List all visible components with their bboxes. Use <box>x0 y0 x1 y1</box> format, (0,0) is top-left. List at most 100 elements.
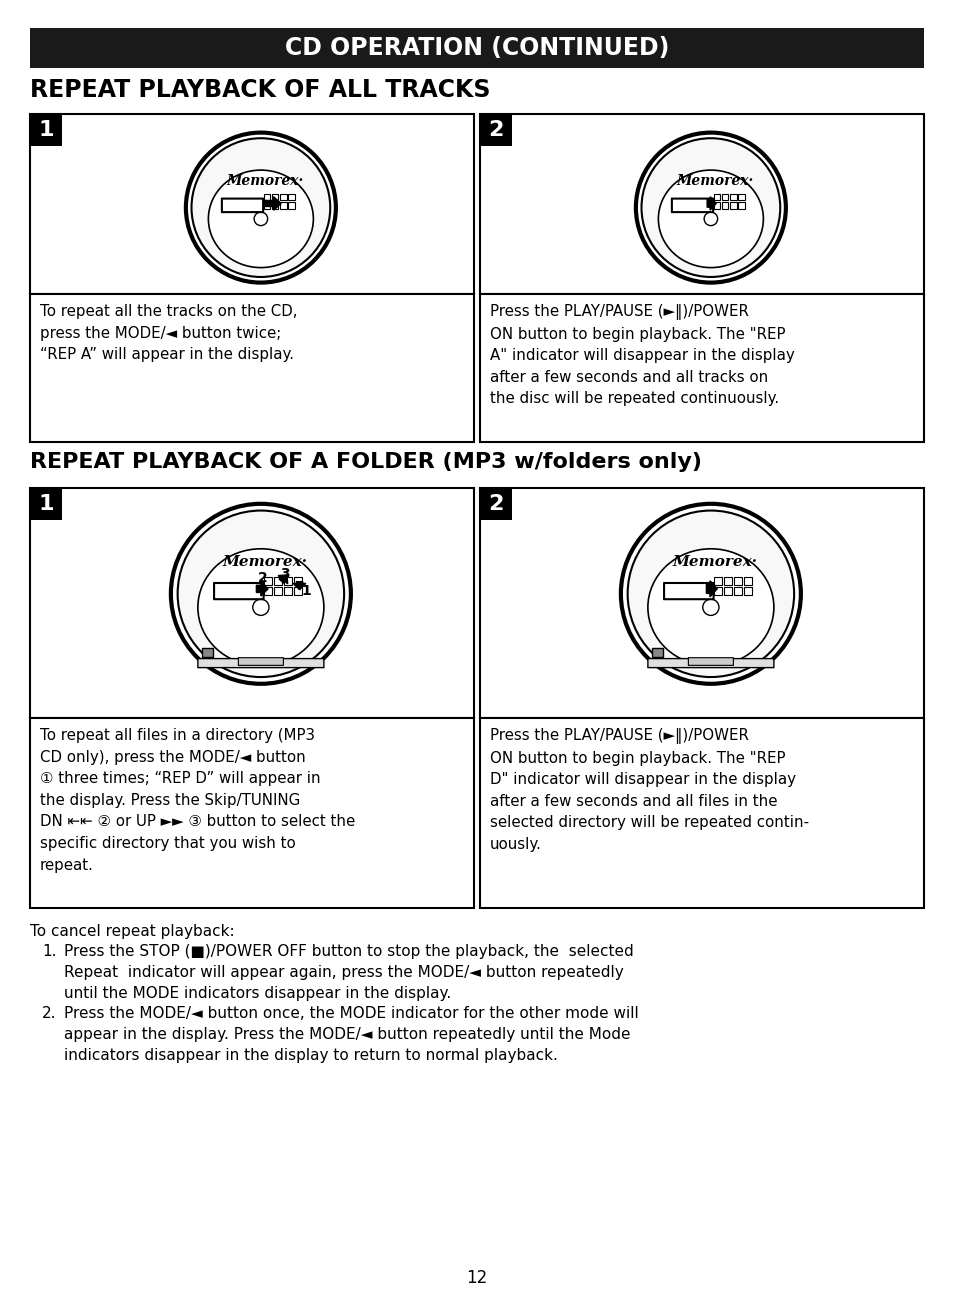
Bar <box>721 194 727 200</box>
Bar <box>479 114 512 146</box>
Bar <box>294 587 301 595</box>
Text: 2: 2 <box>488 495 503 514</box>
Bar <box>264 577 272 585</box>
Bar <box>272 194 278 200</box>
Ellipse shape <box>253 599 269 616</box>
Bar <box>272 202 278 209</box>
Text: CD OPERATION (CONTINUED): CD OPERATION (CONTINUED) <box>285 37 668 60</box>
Bar <box>202 647 213 656</box>
Text: To repeat all the tracks on the CD,
press the MODE/◄ button twice;
“REP A” will : To repeat all the tracks on the CD, pres… <box>40 304 297 363</box>
Bar <box>263 194 270 200</box>
Text: To cancel repeat playback:: To cancel repeat playback: <box>30 924 234 940</box>
FancyBboxPatch shape <box>197 659 324 668</box>
Text: To repeat all files in a directory (MP3
CD only), press the MODE/◄ button
① thre: To repeat all files in a directory (MP3 … <box>40 728 355 873</box>
FancyBboxPatch shape <box>671 198 713 213</box>
Text: Memorex·: Memorex· <box>672 556 757 569</box>
Text: 12: 12 <box>466 1268 487 1287</box>
Bar <box>30 114 62 146</box>
Text: 2.: 2. <box>42 1006 56 1021</box>
Ellipse shape <box>627 510 793 677</box>
Bar <box>288 194 294 200</box>
FancyBboxPatch shape <box>238 658 283 666</box>
Bar <box>280 194 286 200</box>
Text: REPEAT PLAYBACK OF ALL TRACKS: REPEAT PLAYBACK OF ALL TRACKS <box>30 78 490 102</box>
Bar <box>284 587 292 595</box>
FancyBboxPatch shape <box>213 583 263 599</box>
FancyArrow shape <box>293 582 306 590</box>
Bar <box>743 587 751 595</box>
Ellipse shape <box>703 213 717 226</box>
Bar <box>479 488 512 519</box>
Text: 1: 1 <box>38 120 53 140</box>
Text: Press the PLAY/PAUSE (►‖)/POWER
ON button to begin playback. The "REP
D" indicat: Press the PLAY/PAUSE (►‖)/POWER ON butto… <box>490 728 808 852</box>
Bar <box>30 718 474 908</box>
FancyArrow shape <box>256 582 268 596</box>
Bar <box>30 488 62 519</box>
Bar <box>274 587 281 595</box>
Bar <box>738 194 744 200</box>
Bar <box>479 114 923 294</box>
Bar <box>479 488 923 718</box>
Bar <box>288 202 294 209</box>
Bar <box>30 294 474 442</box>
FancyArrow shape <box>705 581 717 596</box>
Bar <box>738 202 744 209</box>
Ellipse shape <box>186 133 335 283</box>
FancyBboxPatch shape <box>222 198 263 213</box>
Bar <box>280 202 286 209</box>
Bar <box>294 577 301 585</box>
Text: 2: 2 <box>488 120 503 140</box>
Ellipse shape <box>620 504 800 684</box>
Ellipse shape <box>702 599 719 616</box>
Bar <box>713 202 720 209</box>
Bar <box>274 577 281 585</box>
Text: 2: 2 <box>257 570 267 585</box>
Ellipse shape <box>636 133 785 283</box>
Ellipse shape <box>208 170 313 268</box>
Bar <box>264 587 272 595</box>
Bar <box>723 587 731 595</box>
FancyArrow shape <box>264 197 281 210</box>
Text: 1: 1 <box>301 583 312 598</box>
Text: Press the STOP (■)/POWER OFF button to stop the playback, the  selected
Repeat  : Press the STOP (■)/POWER OFF button to s… <box>64 944 633 1001</box>
Bar <box>723 577 731 585</box>
Ellipse shape <box>658 170 762 268</box>
FancyArrow shape <box>278 576 288 583</box>
Bar <box>30 114 474 294</box>
Text: REPEAT PLAYBACK OF A FOLDER (MP3 w/folders only): REPEAT PLAYBACK OF A FOLDER (MP3 w/folde… <box>30 452 701 472</box>
Bar <box>714 577 721 585</box>
Bar <box>714 587 721 595</box>
Bar <box>743 577 751 585</box>
Text: 3: 3 <box>280 566 290 581</box>
Bar <box>479 294 923 442</box>
Text: Press the PLAY/PAUSE (►‖)/POWER
ON button to begin playback. The "REP
A" indicat: Press the PLAY/PAUSE (►‖)/POWER ON butto… <box>490 304 794 406</box>
Bar <box>652 647 662 656</box>
Ellipse shape <box>177 510 344 677</box>
Bar <box>733 577 740 585</box>
Text: Press the MODE/◄ button once, the MODE indicator for the other mode will
appear : Press the MODE/◄ button once, the MODE i… <box>64 1006 639 1064</box>
Text: 1: 1 <box>38 495 53 514</box>
FancyBboxPatch shape <box>688 658 733 666</box>
Text: Memorex·: Memorex· <box>676 175 753 188</box>
Ellipse shape <box>197 549 323 666</box>
Bar <box>263 202 270 209</box>
Bar <box>30 488 474 718</box>
Bar <box>284 577 292 585</box>
Ellipse shape <box>647 549 773 666</box>
Ellipse shape <box>171 504 351 684</box>
Text: 1.: 1. <box>42 944 56 959</box>
FancyArrow shape <box>706 197 716 210</box>
Ellipse shape <box>640 138 780 277</box>
Bar <box>729 202 736 209</box>
Bar <box>479 718 923 908</box>
Bar <box>721 202 727 209</box>
FancyBboxPatch shape <box>647 659 773 668</box>
Ellipse shape <box>192 138 330 277</box>
FancyBboxPatch shape <box>663 583 713 599</box>
Bar <box>729 194 736 200</box>
Bar <box>713 194 720 200</box>
Text: Memorex·: Memorex· <box>223 556 308 569</box>
Ellipse shape <box>253 213 268 226</box>
Bar <box>30 27 923 68</box>
Bar <box>733 587 740 595</box>
